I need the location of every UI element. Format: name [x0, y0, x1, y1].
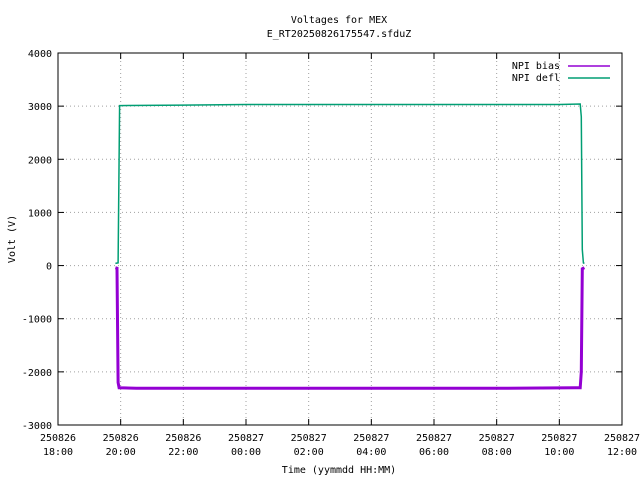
x-tick-date-label: 250826: [40, 433, 76, 444]
chart-title: Voltages for MEX: [291, 15, 387, 26]
x-tick-time-label: 22:00: [168, 447, 198, 458]
axis-ticks: 40003000200010000-1000-2000-300025082618…: [22, 49, 640, 458]
x-tick-date-label: 250827: [541, 433, 577, 444]
x-tick-date-label: 250826: [165, 433, 201, 444]
grid-lines: [58, 53, 622, 425]
x-tick-date-label: 250827: [479, 433, 515, 444]
y-tick-label: -2000: [22, 368, 52, 379]
series-line-npi-defl: [115, 103, 585, 265]
legend-label: NPI bias: [512, 61, 560, 72]
x-tick-time-label: 18:00: [43, 447, 73, 458]
x-tick-time-label: 04:00: [356, 447, 386, 458]
y-axis-label: Volt (V): [7, 215, 18, 263]
x-tick-time-label: 00:00: [231, 447, 261, 458]
y-tick-label: 2000: [28, 155, 52, 166]
x-tick-time-label: 02:00: [294, 447, 324, 458]
y-tick-label: -1000: [22, 315, 52, 326]
x-tick-date-label: 250827: [291, 433, 327, 444]
x-tick-time-label: 08:00: [482, 447, 512, 458]
x-tick-date-label: 250827: [416, 433, 452, 444]
chart-subtitle: E_RT20250826175547.sfduZ: [267, 29, 412, 40]
legend-label: NPI defl: [512, 73, 560, 84]
x-tick-time-label: 06:00: [419, 447, 449, 458]
y-tick-label: 4000: [28, 49, 52, 60]
x-tick-date-label: 250827: [228, 433, 264, 444]
x-axis-label: Time (yymmdd HH:MM): [282, 465, 396, 476]
y-tick-label: -3000: [22, 421, 52, 432]
x-tick-date-label: 250827: [604, 433, 640, 444]
series-layer: [114, 103, 586, 390]
x-tick-date-label: 250826: [103, 433, 139, 444]
x-tick-time-label: 10:00: [544, 447, 574, 458]
y-tick-label: 3000: [28, 102, 52, 113]
x-tick-time-label: 20:00: [106, 447, 136, 458]
x-tick-time-label: 12:00: [607, 447, 637, 458]
plot-frame: [57, 52, 623, 426]
y-tick-label: 1000: [28, 208, 52, 219]
x-tick-date-label: 250827: [353, 433, 389, 444]
y-tick-label: 0: [46, 262, 52, 273]
series-line-npi-bias: [114, 266, 586, 390]
